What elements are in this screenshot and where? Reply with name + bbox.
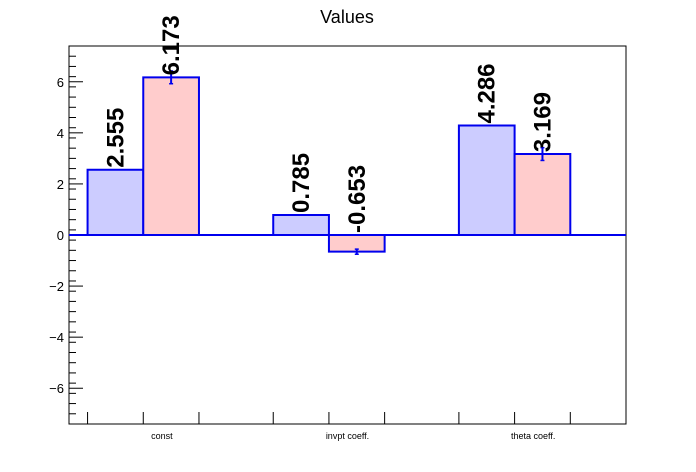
y-tick-label: 2 (57, 177, 64, 192)
bar (273, 214, 329, 235)
y-tick-label: 0 (57, 228, 64, 243)
y-tick-label: −2 (49, 279, 64, 294)
x-category-label: invpt coeff. (326, 431, 369, 441)
bar-outline (272, 213, 330, 235)
x-category-label: theta coeff. (511, 431, 555, 441)
x-category-label: const (151, 431, 173, 441)
value-labels: 2.555 6.173 0.785 -0.653 4.286 3.169 (102, 15, 556, 233)
value-label: 4.286 (474, 63, 501, 123)
y-tick-label: −4 (49, 330, 64, 345)
value-label: 3.169 (529, 92, 556, 152)
value-label: -0.653 (344, 165, 371, 233)
x-axis: const invpt coeff. theta coeff. (87, 412, 571, 441)
y-axis: −6 −4 −2 0 2 4 6 (49, 55, 83, 415)
value-label: 2.555 (102, 108, 129, 168)
value-label: 0.785 (288, 153, 315, 213)
bar (87, 169, 144, 235)
bar (328, 235, 385, 252)
value-label: 6.173 (158, 15, 185, 75)
y-tick-label: 6 (57, 75, 64, 90)
bar (514, 154, 571, 235)
bar (458, 125, 515, 235)
bar (143, 77, 199, 235)
y-tick-label: −6 (49, 381, 64, 396)
bars (86, 70, 572, 255)
chart-title: Values (320, 7, 374, 27)
y-tick-label: 4 (57, 126, 64, 141)
